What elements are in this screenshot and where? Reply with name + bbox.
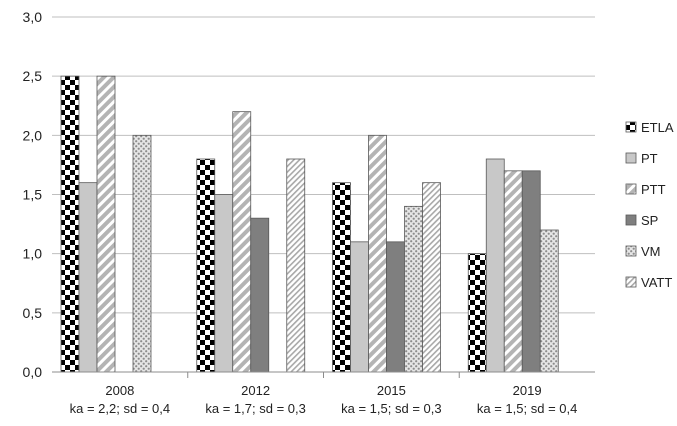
legend-label-ptt: PTT xyxy=(641,182,666,197)
bar-sp-2012 xyxy=(250,217,270,373)
y-tick-label: 0,5 xyxy=(23,305,43,321)
bar-vm-2019 xyxy=(539,229,559,373)
y-tick-label: 1,0 xyxy=(23,246,43,262)
bar-pt-2019 xyxy=(485,158,505,373)
y-tick-label: 0,0 xyxy=(23,364,43,380)
bar-etla-2012 xyxy=(196,158,216,373)
bar-sp-2019 xyxy=(521,170,541,373)
legend-label-etla: ETLA xyxy=(641,120,674,135)
x-category-label: 2012 xyxy=(241,383,270,398)
bar-vatt-2012 xyxy=(286,158,306,373)
bar-ptt-2012 xyxy=(232,111,252,373)
y-tick-label: 3,0 xyxy=(23,9,43,25)
x-category-sublabel: ka = 1,7; sd = 0,3 xyxy=(205,401,305,416)
bar-ptt-2019 xyxy=(503,170,523,373)
bar-pt-2015 xyxy=(350,241,369,373)
bar-etla-2015 xyxy=(332,182,351,373)
legend-swatch-etla xyxy=(625,121,637,133)
x-category-label: 2019 xyxy=(513,383,542,398)
legend-swatch-sp xyxy=(625,214,637,226)
bar-etla-2008 xyxy=(60,75,80,373)
x-category-sublabel: ka = 1,5; sd = 0,3 xyxy=(341,401,441,416)
bar-vatt-2015 xyxy=(422,182,441,373)
legend-swatch-vm xyxy=(625,245,637,257)
y-tick-label: 1,5 xyxy=(23,187,43,203)
x-category-sublabel: ka = 1,5; sd = 0,4 xyxy=(477,401,577,416)
y-tick-label: 2,0 xyxy=(23,127,43,143)
bar-pt-2008 xyxy=(78,182,98,373)
legend-label-vatt: VATT xyxy=(641,275,672,290)
x-category-label: 2015 xyxy=(377,383,406,398)
legend-swatch-vatt xyxy=(625,276,637,288)
bar-ptt-2008 xyxy=(96,75,116,373)
bar-vm-2008 xyxy=(132,134,152,373)
bar-pt-2012 xyxy=(214,194,234,373)
x-category-sublabel: ka = 2,2; sd = 0,4 xyxy=(70,401,170,416)
bar-vm-2015 xyxy=(404,205,423,373)
bar-etla-2019 xyxy=(467,253,487,373)
x-category-label: 2008 xyxy=(105,383,134,398)
y-tick-label: 2,5 xyxy=(23,68,43,84)
legend-swatch-ptt xyxy=(625,183,637,195)
legend-label-pt: PT xyxy=(641,151,658,166)
bar-sp-2015 xyxy=(386,241,405,373)
bar-ptt-2015 xyxy=(368,134,387,373)
legend-label-sp: SP xyxy=(641,213,658,228)
legend-label-vm: VM xyxy=(641,244,661,259)
legend-swatch-pt xyxy=(625,152,637,164)
